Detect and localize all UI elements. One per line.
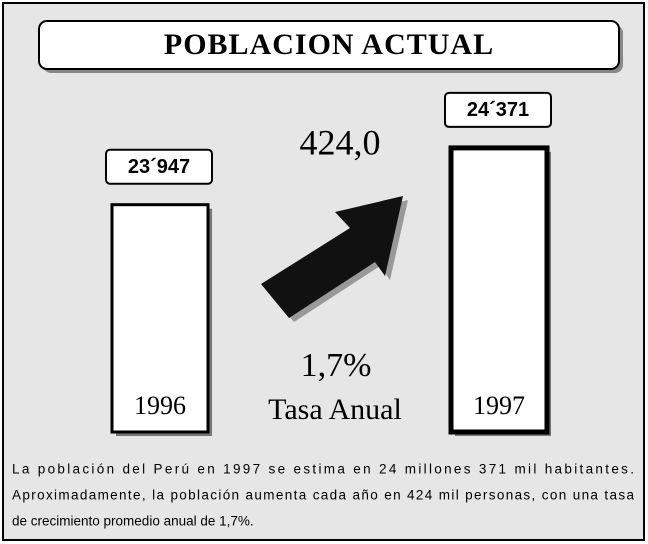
value-label-box [105, 148, 213, 185]
description: La población del Perú en 1997 se estima … [12, 462, 634, 477]
description: Aproximadamente, la población aumenta ca… [12, 488, 634, 503]
arrow [261, 196, 403, 318]
title-box [38, 20, 620, 70]
bar [448, 145, 550, 435]
x-tick-label: 1997 [473, 391, 525, 420]
bar [110, 203, 210, 434]
value-label: 23´947 [128, 156, 190, 178]
value-label: 24´371 [467, 99, 529, 121]
description: de crecimiento promedio anual de 1,7%. [12, 514, 254, 529]
x-tick-label: 1996 [134, 391, 186, 420]
value-label-box [444, 91, 552, 128]
chart-title: POBLACION ACTUAL [164, 28, 494, 61]
annotation: Tasa Anual [268, 393, 402, 426]
annotation: 1,7% [301, 347, 372, 384]
annotation: 424,0 [300, 122, 381, 162]
